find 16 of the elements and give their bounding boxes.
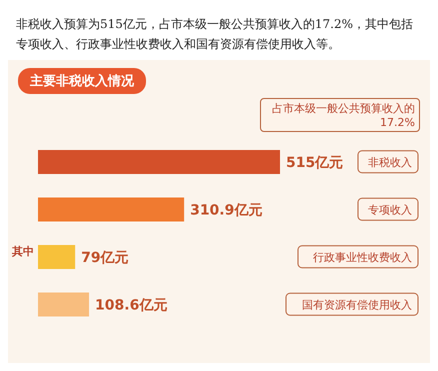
bar <box>38 150 280 174</box>
chart-subtitle: 非税收入预算为515亿元，占市本级一般公共预算收入的17.2%，其中包括专项收入、行政事业性收费收入和国有资源有偿使用收入等。 <box>8 8 430 60</box>
y-tick-label: 国有资源有偿使用收入 <box>302 298 412 312</box>
bar <box>38 198 184 222</box>
data-label: 79亿元 <box>81 250 129 266</box>
y-tick-label: 行政事业性收费收入 <box>313 250 412 264</box>
data-label: 515亿元 <box>286 155 344 171</box>
chart-title: 主要非税收入情况 <box>18 68 146 94</box>
bar <box>38 292 90 316</box>
bar <box>38 245 76 269</box>
text: 占市本级一般公共预算收入的17.2% <box>260 98 420 132</box>
y-tick-label: 专项收入 <box>368 203 412 216</box>
data-label: 108.6亿元 <box>95 298 168 314</box>
data-label: 310.9亿元 <box>190 202 262 218</box>
text: 其中 <box>12 244 34 259</box>
y-tick-label: 非税收入 <box>368 156 412 169</box>
